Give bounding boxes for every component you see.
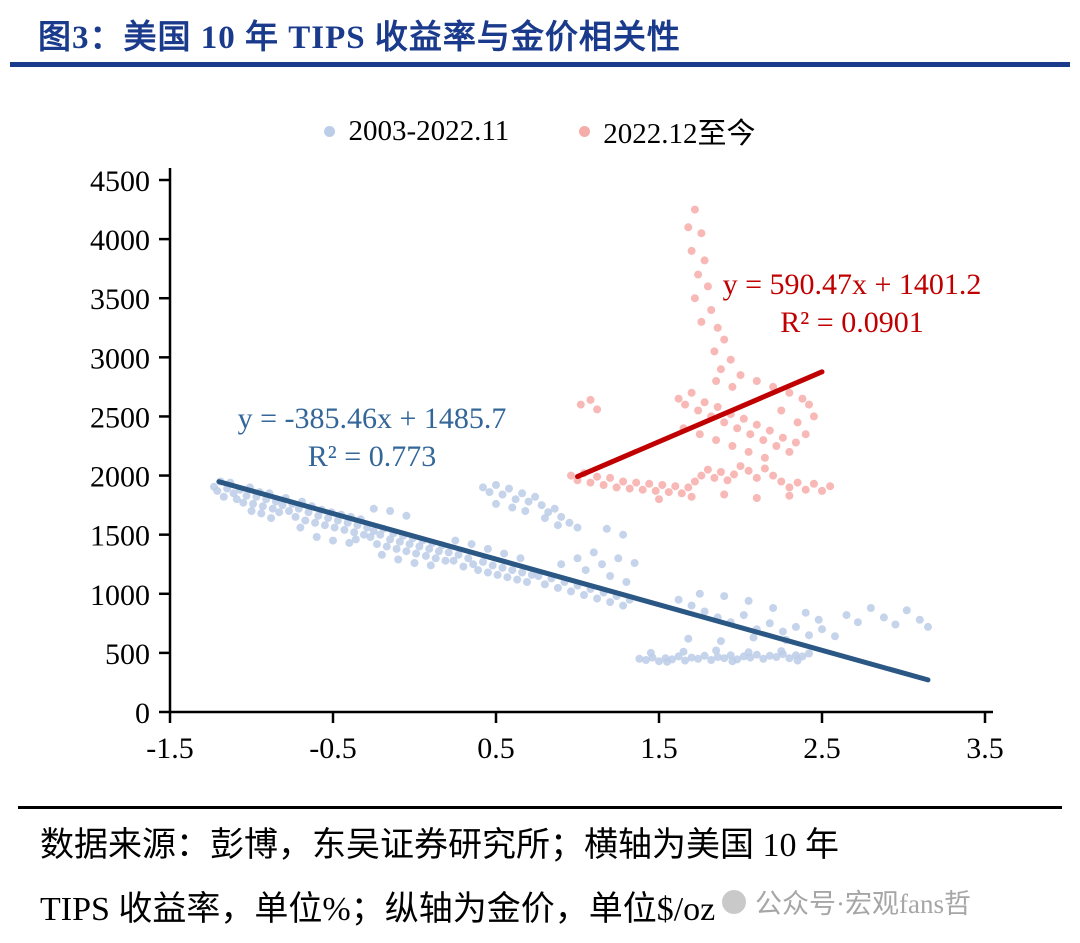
source-note: 数据来源：彭博，东吴证券研究所；横轴为美国 10 年 TIPS 收益率，单位%；… (40, 814, 1050, 942)
blue-trend-annotation: y = -385.46x + 1485.7 R² = 0.773 (172, 400, 572, 476)
svg-text:500: 500 (105, 638, 150, 671)
svg-text:4500: 4500 (90, 165, 150, 198)
svg-text:2500: 2500 (90, 401, 150, 434)
title-divider (10, 62, 1070, 67)
legend-marker-pink-icon (579, 125, 591, 137)
source-line-2: TIPS 收益率，单位%；纵轴为金价，单位$/oz (40, 891, 716, 928)
blue-equation-text: y = -385.46x + 1485.7 (237, 402, 507, 435)
legend-item-2003-2022: 2003-2022.11 (324, 110, 509, 152)
svg-text:1.5: 1.5 (640, 732, 678, 765)
watermark: 公众号·宏观fans哲 (722, 882, 971, 921)
svg-text:4000: 4000 (90, 224, 150, 257)
svg-text:3000: 3000 (90, 342, 150, 375)
svg-text:2.5: 2.5 (803, 732, 841, 765)
red-trend-annotation: y = 590.47x + 1401.2 R² = 0.0901 (652, 266, 1052, 342)
watermark-text: 公众号·宏观fans哲 (755, 889, 971, 919)
red-r2-text: R² = 0.0901 (780, 306, 924, 339)
legend-marker-blue-icon (324, 125, 336, 137)
legend-item-2022-12: 2022.12至今 (579, 110, 756, 152)
svg-text:3.5: 3.5 (966, 732, 1004, 765)
scatter-chart: 0 500 1000 1500 2000 2500 3000 3500 4000 4500 -1.5… (90, 165, 1004, 765)
svg-text:2000: 2000 (90, 461, 150, 494)
svg-text:0.5: 0.5 (477, 732, 515, 765)
source-line-1: 数据来源：彭博，东吴证券研究所；横轴为美国 10 年 (40, 827, 839, 864)
watermark-logo-icon (722, 889, 746, 914)
legend-label-2022-12: 2022.12至今 (603, 118, 756, 150)
chart-legend: 2003-2022.11 2022.12至今 (0, 110, 1080, 152)
red-equation-text: y = 590.47x + 1401.2 (722, 268, 982, 301)
svg-text:-1.5: -1.5 (146, 732, 194, 765)
blue-r2-text: R² = 0.773 (307, 440, 437, 473)
legend-label-2003-2022: 2003-2022.11 (348, 114, 510, 147)
footer-divider (18, 806, 1062, 809)
svg-text:-0.5: -0.5 (309, 732, 357, 765)
svg-text:3500: 3500 (90, 283, 150, 316)
svg-text:0: 0 (135, 697, 150, 730)
svg-text:1500: 1500 (90, 520, 150, 553)
figure-title: 图3：美国 10 年 TIPS 收益率与金价相关性 (38, 20, 681, 56)
svg-text:1000: 1000 (90, 579, 150, 612)
